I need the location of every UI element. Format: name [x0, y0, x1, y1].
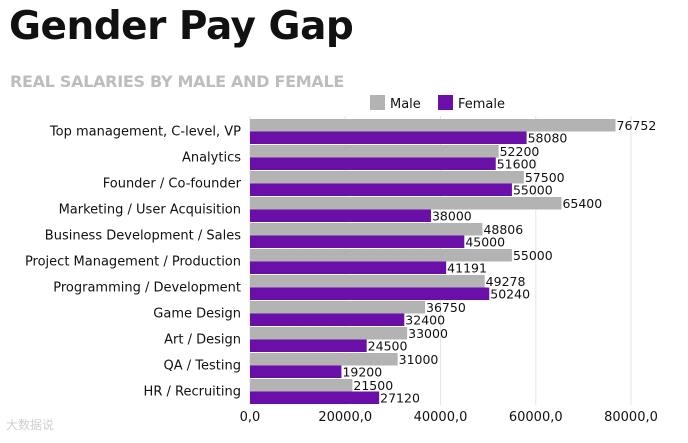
chart-title: Gender Pay Gap — [9, 4, 354, 49]
value-label: 55000 — [513, 248, 553, 263]
category-label: Top management, C-level, VP — [49, 125, 241, 140]
x-tick-label: 40000,0 — [414, 410, 468, 425]
category-label: Business Development / Sales — [45, 229, 241, 244]
category-label: Marketing / User Acquisition — [59, 203, 241, 218]
bar-female — [250, 339, 367, 352]
value-label: 76752 — [617, 118, 657, 133]
bar-male — [250, 145, 499, 158]
x-tick-label: 20000,0 — [318, 410, 372, 425]
bar-female — [250, 261, 447, 274]
category-label: Project Management / Production — [25, 255, 241, 270]
value-label: 32400 — [405, 313, 445, 328]
value-label: 48806 — [483, 222, 523, 237]
legend-swatch — [438, 95, 453, 110]
legend-label: Male — [390, 97, 421, 112]
chart-subtitle: REAL SALARIES BY MALE AND FEMALE — [10, 72, 344, 91]
bar-male — [250, 301, 426, 314]
value-label: 49278 — [486, 274, 526, 289]
x-tick-label: 60000,0 — [509, 410, 563, 425]
bar-female — [250, 313, 405, 326]
bar-male — [250, 353, 398, 366]
bar-male — [250, 327, 408, 340]
bar-male — [250, 119, 616, 132]
value-label: 19200 — [342, 365, 382, 380]
category-label: HR / Recruiting — [144, 385, 241, 400]
value-label: 52200 — [500, 144, 540, 159]
value-label: 65400 — [562, 196, 602, 211]
value-label: 51600 — [497, 157, 537, 172]
category-label: Programming / Development — [53, 281, 241, 296]
legend-swatch — [370, 95, 385, 110]
value-label: 36750 — [426, 300, 466, 315]
value-label: 24500 — [368, 339, 408, 354]
value-label: 55000 — [513, 183, 553, 198]
watermark: 大数据说 — [6, 418, 55, 432]
category-label: Game Design — [153, 307, 241, 322]
bar-male — [250, 249, 512, 262]
bar-male — [250, 275, 485, 288]
bar-male — [250, 197, 562, 210]
value-label: 50240 — [490, 287, 530, 302]
category-label: Analytics — [182, 151, 241, 166]
value-label: 57500 — [525, 170, 565, 185]
value-label: 45000 — [465, 235, 505, 250]
x-tick-label: 80000,0 — [604, 410, 658, 425]
legend-label: Female — [458, 97, 505, 112]
bar-female — [250, 365, 342, 378]
category-label: Founder / Co-founder — [103, 177, 242, 192]
category-label: QA / Testing — [164, 359, 241, 374]
bar-female — [250, 157, 496, 170]
category-label: Art / Design — [164, 333, 241, 348]
bar-female — [250, 391, 380, 404]
value-label: 58080 — [528, 131, 568, 146]
bar-female — [250, 209, 431, 222]
value-label: 41191 — [447, 261, 487, 276]
bar-male — [250, 379, 353, 392]
bar-male — [250, 223, 483, 236]
bar-male — [250, 171, 524, 184]
value-label: 38000 — [432, 209, 472, 224]
bar-female — [250, 131, 527, 144]
value-label: 31000 — [399, 352, 439, 367]
x-tick-label: 0,0 — [240, 410, 261, 425]
value-label: 33000 — [408, 326, 448, 341]
bar-female — [250, 287, 490, 300]
bar-female — [250, 183, 512, 196]
bar-female — [250, 235, 465, 248]
value-label: 21500 — [353, 378, 393, 393]
value-label: 27120 — [380, 391, 420, 406]
